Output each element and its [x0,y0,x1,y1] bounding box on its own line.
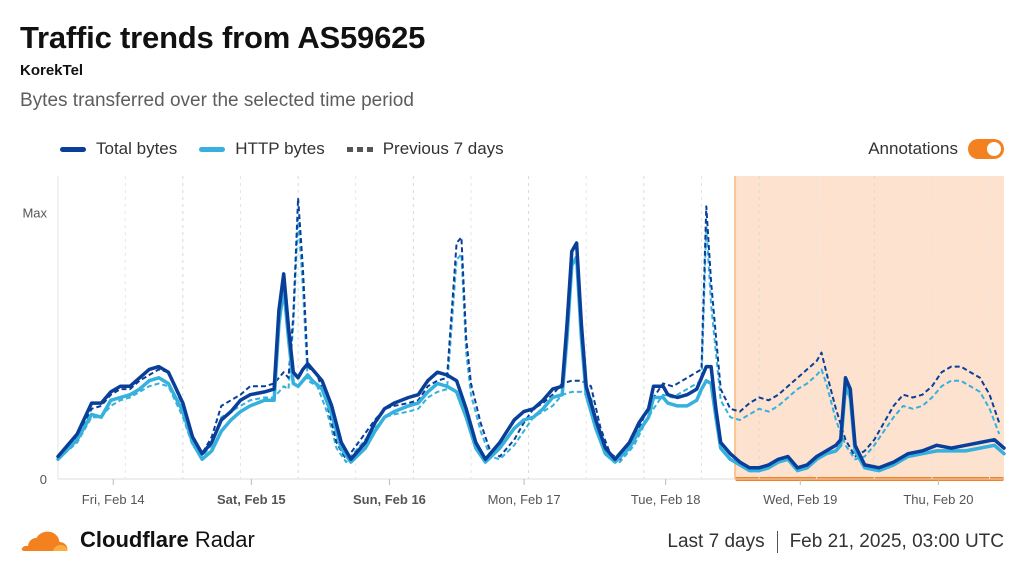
chart-description: Bytes transferred over the selected time… [20,90,414,111]
brand-radar: Radar [194,527,255,552]
legend-label-previous: Previous 7 days [382,139,504,158]
brand-cloudflare: Cloudflare [80,527,189,552]
chart-subtitle: KorekTel [20,62,84,79]
annotations-toggle[interactable] [968,139,1004,159]
legend-item-total[interactable]: Total bytes [60,139,177,159]
cloudflare-radar-logo: Cloudflare Radar [20,527,255,553]
toggle-knob [987,142,1001,156]
legend-label-total: Total bytes [96,139,178,158]
x-tick-label: Mon, Feb 17 [488,492,561,507]
x-tick-label: Thu, Feb 20 [903,492,973,507]
chart-title: Traffic trends from AS59625 [20,20,426,55]
x-tick-label: Wed, Feb 19 [763,492,837,507]
annotation-region [735,176,1004,479]
legend-item-previous[interactable]: Previous 7 days [346,139,504,159]
http-bytes-line [56,255,1006,473]
x-tick-label: Fri, Feb 14 [82,492,145,507]
x-tick-label: Sat, Feb 15 [217,492,286,507]
y-label-max: Max [22,206,47,221]
legend-label-http: HTTP bytes [235,139,325,158]
timestamp-label: Feb 21, 2025, 03:00 UTC [789,531,1004,552]
time-range-label: Last 7 days [667,531,765,552]
traffic-line-chart: Fri, Feb 14 Sat, Feb 15 Sun, Feb 16 Mon, Fe… [22,176,1006,507]
total-bytes-line [56,241,1006,470]
chart-series [56,197,1006,473]
legend-swatch-previous [346,146,373,152]
x-tick-label: Sun, Feb 16 [353,492,426,507]
legend: Total bytes HTTP bytes Previous 7 days [60,139,504,159]
chart-axes: Fri, Feb 14 Sat, Feb 15 Sun, Feb 16 Mon, Fe… [22,206,973,507]
cloudflare-cloud-icon [21,531,68,551]
footer-range: Last 7 days Feb 21, 2025, 03:00 UTC [667,531,1004,553]
y-label-zero: 0 [40,472,47,487]
legend-swatch-http [199,146,226,152]
chart-grid [57,176,1004,480]
x-tick-label: Tue, Feb 18 [631,492,701,507]
footer-separator [776,531,778,553]
legend-item-http[interactable]: HTTP bytes [199,139,325,159]
legend-swatch-total [60,146,86,152]
annotations-label: Annotations [868,139,958,158]
annotations-control: Annotations [868,139,1004,159]
annotation-layer [734,176,1004,481]
